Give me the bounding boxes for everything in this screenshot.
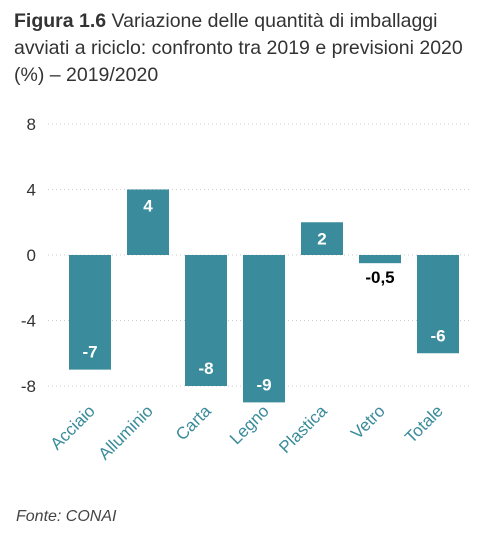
category-label: Vetro [347,401,389,443]
bar-vetro [359,255,401,264]
source-note: Fonte: CONAI [16,508,117,525]
y-tick-label: 0 [27,246,36,265]
chart-title: Figura 1.6 Variazione delle quantità di … [14,8,494,89]
data-labels: -7 4 -8 -9 2 -0,5 -6 [82,197,445,395]
bar-plastica [301,222,343,255]
title-text: Variazione delle quantità di imballaggi … [14,10,463,86]
y-tick-label: 8 [27,115,36,134]
data-label: -0,5 [365,268,394,287]
category-label: Plastica [275,401,331,457]
category-label: Alluminio [95,401,157,463]
bars [69,189,459,403]
data-label: 2 [317,229,326,248]
bar-totale [417,255,459,354]
y-tick-label: -4 [21,312,36,331]
category-label: Carta [172,401,215,444]
y-axis-ticks: 8 4 0 -4 -8 [21,115,36,396]
figure-number: Figura 1.6 [14,10,107,32]
bar-carta [185,255,227,386]
data-label: -6 [430,326,445,345]
y-tick-label: 4 [27,181,36,200]
bar-acciaio [69,255,111,370]
category-label: Totale [401,401,447,447]
data-label: -9 [256,375,271,394]
category-label: Legno [226,401,273,448]
bar-alluminio [127,189,169,255]
category-label: Acciaio [47,401,99,453]
y-tick-label: -8 [21,377,36,396]
bar-legno [243,255,285,403]
data-label: 4 [143,197,153,216]
data-label: -7 [82,343,97,362]
data-label: -8 [198,359,213,378]
